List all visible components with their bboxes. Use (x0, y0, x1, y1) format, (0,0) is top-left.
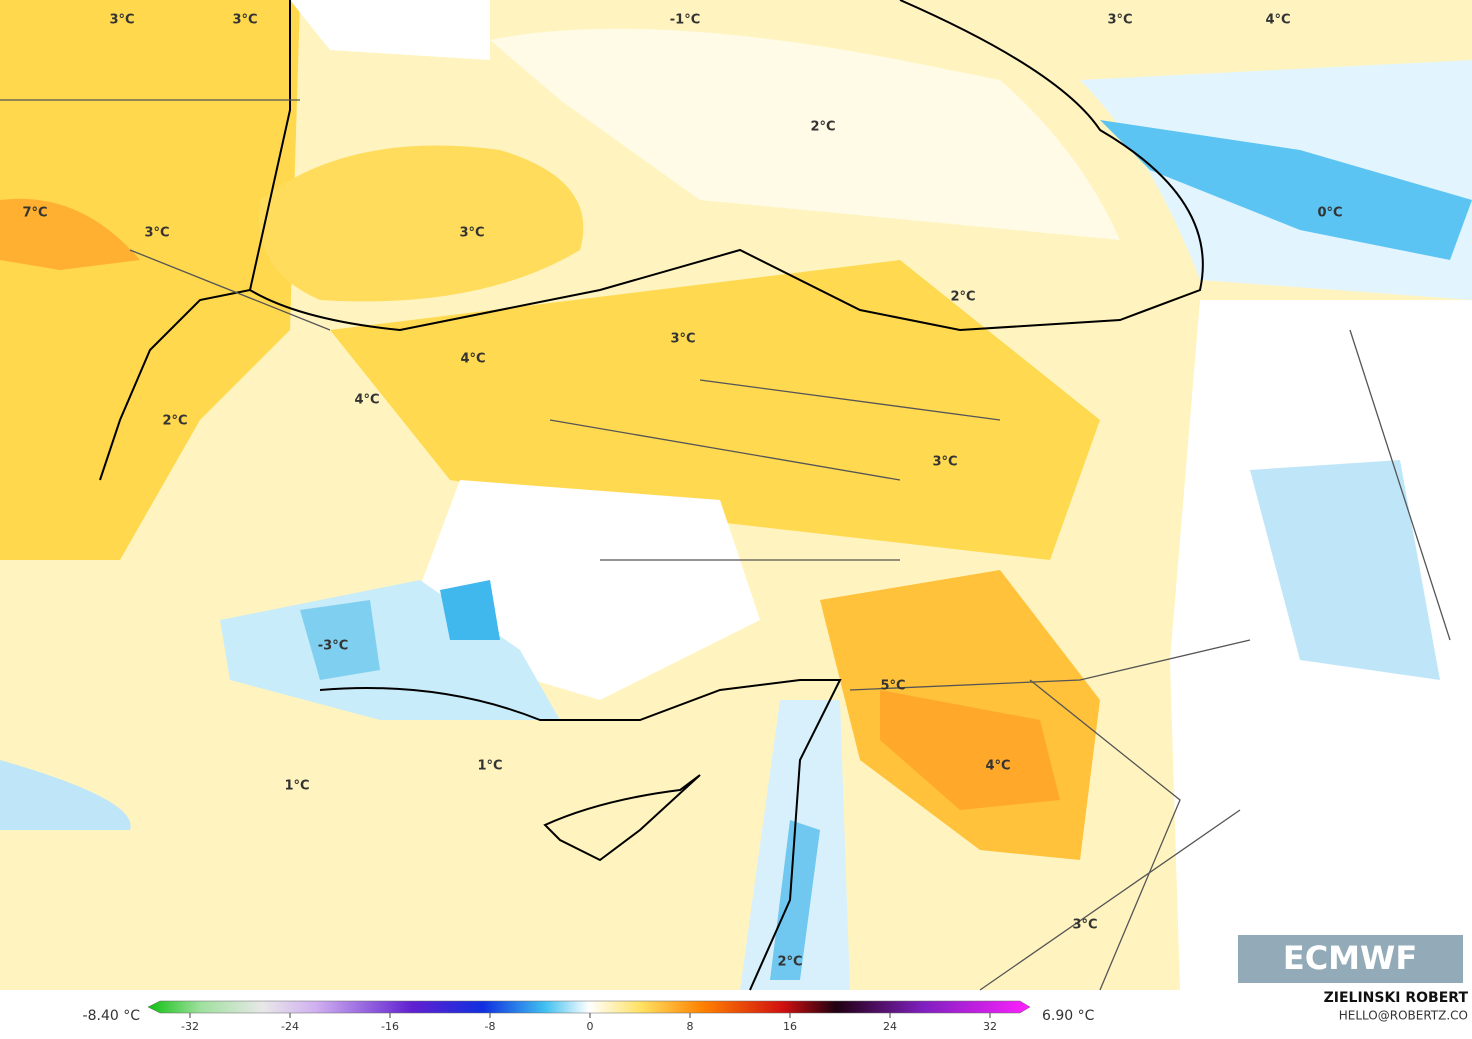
colorbar (147, 1000, 1031, 1014)
email: HELLO@ROBERTZ.CO (1339, 1009, 1468, 1023)
temperature-label: 5°C (880, 679, 905, 694)
temperature-label: 0°C (1317, 206, 1342, 221)
temperature-label: 4°C (354, 393, 379, 408)
temperature-label: -3°C (318, 639, 348, 654)
temperature-label: 3°C (1107, 13, 1132, 28)
temperature-label: 3°C (670, 332, 695, 347)
tick-label: 8 (687, 1020, 694, 1033)
temperature-label: 1°C (477, 759, 502, 774)
colorbar-max: 6.90 °C (1042, 1008, 1095, 1024)
tick-label: -24 (281, 1020, 299, 1033)
temperature-label: 4°C (1265, 13, 1290, 28)
temperature-label: 2°C (810, 120, 835, 135)
temperature-label: 2°C (162, 414, 187, 429)
logo: ECMWF (1283, 939, 1417, 977)
tick-label: 24 (883, 1020, 897, 1033)
author: ZIELINSKI ROBERT (1324, 990, 1469, 1006)
temperature-label: 4°C (460, 352, 485, 367)
tick-label: 16 (783, 1020, 797, 1033)
temperature-label: 1°C (284, 779, 309, 794)
temperature-label: 4°C (985, 759, 1010, 774)
map-labels: 3°C 3°C -1°C 3°C 4°C 2°C 3°C 7°C 3°C 0°C 2°C 3°C 4°C… (22, 13, 1342, 970)
tick-label: -32 (181, 1020, 199, 1033)
map (0, 0, 1472, 991)
temperature-label: 3°C (232, 13, 257, 28)
tick-label: 0 (587, 1020, 594, 1033)
tick-label: 32 (983, 1020, 997, 1033)
temperature-label: 3°C (109, 13, 134, 28)
temperature-label: 7°C (22, 206, 47, 221)
temperature-label: 3°C (932, 455, 957, 470)
temperature-label: 3°C (1072, 918, 1097, 933)
tick-label: -8 (485, 1020, 496, 1033)
colorbar-ticks: -32 -24 -16 -8 0 8 16 24 32 (181, 1013, 997, 1033)
temperature-label: -1°C (670, 13, 700, 28)
tick-label: -16 (381, 1020, 399, 1033)
temperature-label: 3°C (144, 226, 169, 241)
colorbar-min: -8.40 °C (83, 1008, 141, 1024)
logo-box (1238, 935, 1463, 983)
temperature-label: 2°C (950, 290, 975, 305)
temperature-label: 2°C (777, 955, 802, 970)
temperature-label: 3°C (459, 226, 484, 241)
